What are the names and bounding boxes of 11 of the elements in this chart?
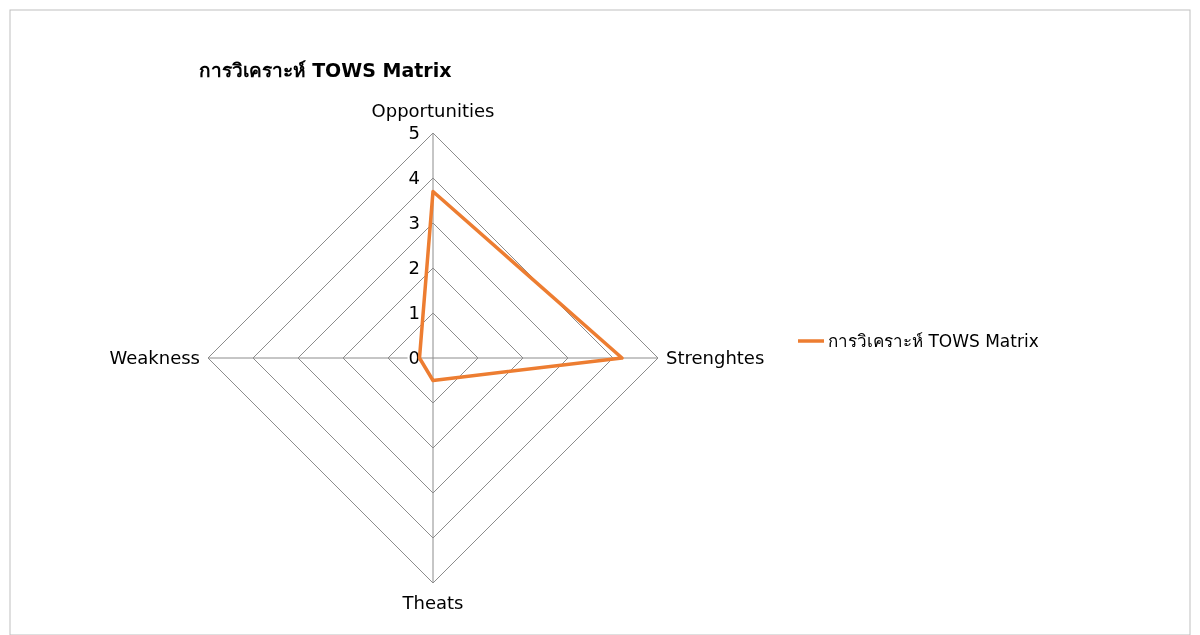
- spoke-label: Opportunities: [371, 100, 495, 121]
- spoke-label: Strenghtes: [666, 347, 765, 368]
- ytick: 3: [408, 212, 420, 233]
- chart-title: การวิเคราะห์ TOWS Matrix: [198, 59, 452, 81]
- ytick: 5: [408, 122, 420, 143]
- ytick: 4: [408, 167, 420, 188]
- ytick: 1: [408, 302, 420, 323]
- ytick: 2: [408, 257, 420, 278]
- spoke-label: Weakness: [109, 347, 200, 368]
- spoke-label: Theats: [401, 592, 464, 613]
- legend-label: การวิเคราะห์ TOWS Matrix: [828, 331, 1039, 351]
